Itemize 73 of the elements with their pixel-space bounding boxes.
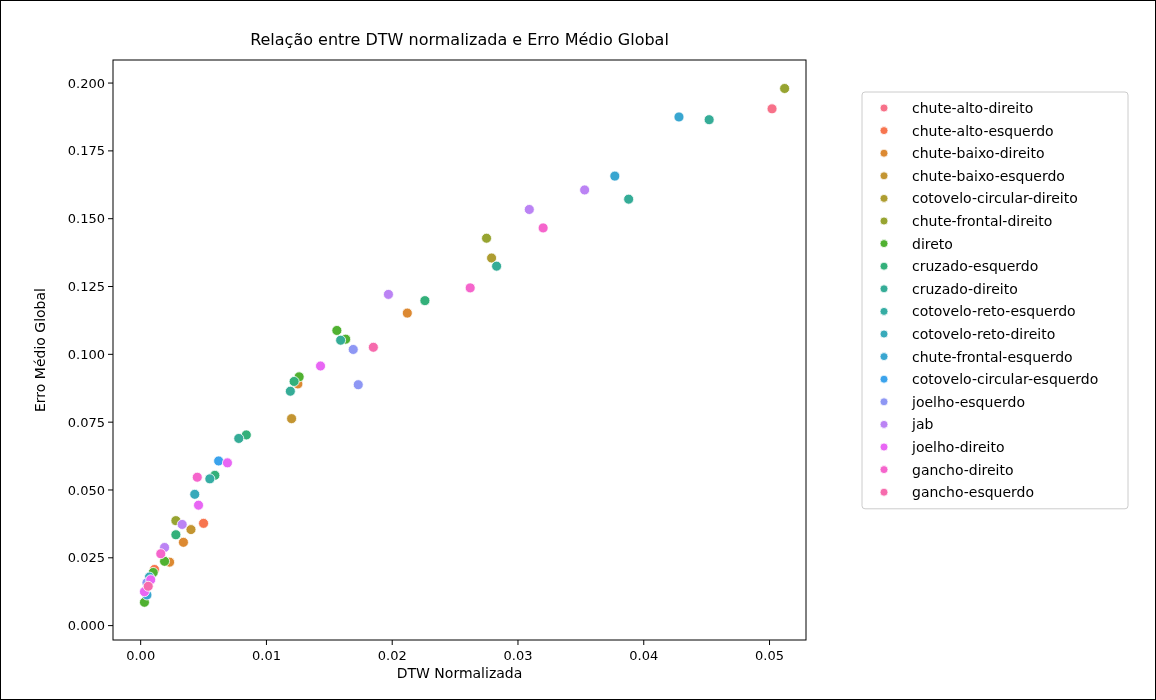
point [288, 376, 300, 387]
x-tick-label: 0.00 [126, 648, 156, 663]
legend-label: joelho-direito [911, 438, 1005, 455]
x-tick-label: 0.01 [251, 648, 281, 663]
point [193, 499, 204, 511]
point [176, 519, 188, 530]
point [170, 529, 182, 541]
point [352, 379, 364, 391]
legend-label: cruzado-direito [912, 280, 1018, 297]
point [609, 170, 621, 182]
y-tick-label: 0.125 [67, 279, 105, 295]
point [347, 344, 359, 355]
legend-label: chute-baixo-esquerdo [912, 167, 1065, 184]
legend-label: gancho-esquerdo [912, 484, 1035, 501]
point [198, 517, 209, 529]
y-tick-label: 0.150 [67, 211, 105, 227]
y-tick-label: 0.175 [67, 143, 105, 159]
legend-label: cotovelo-reto-esquerdo [912, 303, 1076, 320]
point [178, 536, 189, 548]
y-tick-label: 0.000 [67, 618, 105, 634]
point [523, 204, 535, 215]
point [383, 289, 394, 300]
point [401, 307, 413, 319]
legend-label: jab [911, 416, 934, 433]
x-tick-label: 0.05 [755, 648, 784, 663]
point [189, 488, 201, 500]
legend-label: cotovelo-circular-direito [912, 190, 1078, 207]
legend-label: cotovelo-circular-esquerdo [912, 371, 1099, 388]
point [185, 524, 197, 535]
legend-label: joelho-esquerdo [911, 393, 1025, 410]
legend-label: chute-baixo-direito [912, 145, 1045, 162]
x-tick-label: 0.03 [503, 648, 533, 663]
legend-label: chute-frontal-direito [912, 212, 1053, 229]
y-tick-label: 0.100 [67, 346, 105, 362]
point [284, 385, 296, 397]
y-tick-label: 0.075 [67, 414, 105, 430]
chart-title: Relação entre DTW normalizada e Erro Médio Global [250, 30, 669, 49]
legend-label: cotovelo-reto-direito [912, 325, 1056, 342]
point [335, 334, 347, 346]
point [623, 193, 635, 205]
point [491, 260, 502, 272]
x-tick-label: 0.04 [629, 648, 659, 663]
point [481, 232, 492, 244]
legend-label: direto [912, 235, 953, 252]
point [233, 433, 245, 444]
legend-label: cruzado-esquerdo [912, 258, 1039, 275]
legend-label: chute-alto-esquerdo [912, 122, 1054, 139]
point [464, 282, 476, 294]
point [286, 413, 297, 425]
point [419, 295, 431, 307]
point [222, 457, 233, 469]
point [537, 222, 549, 234]
y-tick-label: 0.200 [67, 75, 105, 91]
y-tick-label: 0.025 [67, 550, 105, 566]
y-tick-label: 0.050 [67, 482, 105, 498]
point [673, 111, 685, 123]
point [766, 103, 778, 115]
point [191, 471, 203, 483]
y-axis-title: Erro Médio Global [32, 288, 48, 412]
point [155, 548, 167, 560]
legend-label: chute-frontal-esquerdo [912, 348, 1073, 365]
point [367, 341, 379, 353]
legend-label: chute-alto-direito [912, 99, 1034, 116]
point [331, 325, 343, 336]
point [315, 360, 326, 372]
point [204, 473, 216, 485]
point [486, 252, 497, 264]
legend-label: gancho-direito [912, 461, 1014, 478]
point [703, 114, 715, 126]
x-axis-title: DTW Normalizada [396, 665, 523, 681]
x-tick-label: 0.02 [377, 648, 407, 663]
point [579, 184, 591, 196]
point [779, 83, 791, 94]
